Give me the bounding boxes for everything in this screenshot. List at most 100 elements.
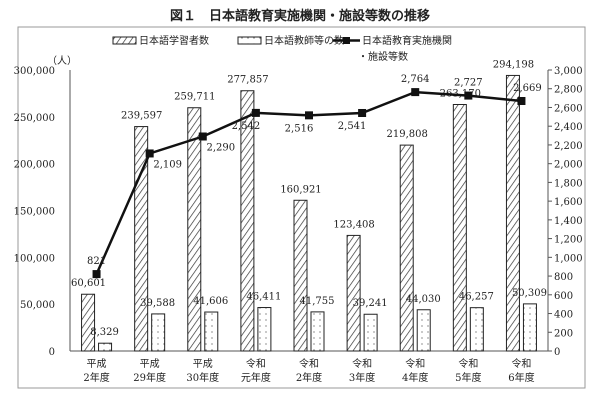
- x-tick-label: 令和: [511, 357, 531, 370]
- chart-title: 図１ 日本語教育実施機関・施設等数の推移: [170, 8, 430, 24]
- right-tick-label: 2,400: [554, 122, 583, 133]
- left-tick-label: 300,000: [14, 66, 55, 77]
- x-tick-label: 平成: [193, 358, 213, 370]
- bar-teachers: [469, 307, 484, 352]
- legend-swatch-learners: [112, 36, 137, 45]
- chart-frame: [17, 26, 586, 389]
- data-label-institutions: 2,669: [513, 83, 542, 94]
- bar-teachers: [257, 307, 272, 352]
- left-axis-unit: （人）: [47, 55, 77, 67]
- data-label-learners: 259,711: [174, 92, 215, 103]
- x-tick-label: 令和: [352, 357, 372, 370]
- data-label-learners: 277,857: [227, 75, 268, 86]
- legend-label-learners: 日本語学習者数: [139, 34, 209, 47]
- left-tick-label: 0: [49, 347, 55, 358]
- bar-teachers: [363, 313, 378, 352]
- x-tick-label: 29年度: [133, 371, 166, 384]
- x-tick-label: 令和: [246, 357, 266, 370]
- right-tick-label: 2,000: [554, 160, 583, 171]
- right-tick-label: 3,000: [554, 66, 583, 77]
- x-tick-label: 元年度: [241, 371, 271, 384]
- data-label-teachers: 41,606: [193, 296, 228, 307]
- data-label-learners: 219,808: [387, 129, 428, 140]
- marker-institutions: [145, 149, 154, 158]
- marker-institutions: [92, 270, 101, 279]
- left-tick-label: 150,000: [14, 207, 55, 218]
- data-label-teachers: 46,411: [246, 292, 281, 303]
- bar-teachers: [310, 311, 325, 352]
- bar-learners: [293, 199, 308, 352]
- bar-teachers: [522, 303, 537, 352]
- marker-institutions: [464, 91, 473, 100]
- data-label-teachers: 41,755: [300, 296, 335, 307]
- bar-teachers: [204, 311, 219, 352]
- right-tick-label: 1,400: [554, 216, 583, 227]
- right-tick-label: 2,800: [554, 85, 583, 96]
- data-label-learners: 123,408: [333, 219, 374, 230]
- data-label-institutions: 2,764: [401, 74, 430, 85]
- bar-learners: [399, 144, 414, 352]
- x-tick-label: 2年度: [83, 371, 109, 384]
- bar-teachers: [98, 342, 113, 352]
- marker-institutions: [358, 108, 367, 117]
- x-tick-label: 平成: [140, 358, 160, 370]
- right-tick-label: 600: [554, 291, 573, 302]
- left-tick-label: 250,000: [14, 113, 55, 124]
- bar-teachers: [151, 313, 166, 352]
- data-label-institutions: 2,109: [153, 159, 182, 170]
- x-tick-label: 令和: [299, 357, 319, 370]
- data-label-teachers: 39,241: [353, 298, 388, 309]
- bar-learners: [452, 103, 467, 352]
- right-tick-label: 0: [554, 347, 560, 358]
- legend-marker-institutions: [343, 37, 350, 44]
- data-label-institutions: 2,516: [285, 123, 314, 134]
- bar-teachers: [416, 309, 431, 352]
- right-tick-label: 2,200: [554, 141, 583, 152]
- legend-label-institutions: ・施設等数: [358, 50, 408, 63]
- data-label-learners: 239,597: [121, 111, 162, 122]
- bar-learners: [505, 74, 520, 352]
- marker-institutions: [411, 88, 420, 97]
- data-label-learners: 60,601: [71, 278, 106, 289]
- bar-learners: [346, 234, 361, 352]
- x-tick-label: 4年度: [402, 371, 428, 384]
- marker-institutions: [305, 111, 313, 120]
- x-tick-label: 令和: [458, 357, 478, 370]
- x-tick-label: 令和: [405, 357, 425, 370]
- legend-swatch-teachers: [237, 36, 262, 45]
- x-tick-label: 3年度: [349, 371, 375, 384]
- x-tick-label: 30年度: [186, 371, 219, 384]
- marker-institutions: [198, 132, 207, 141]
- x-tick-label: 平成: [87, 358, 107, 370]
- bar-learners: [187, 107, 202, 352]
- data-label-institutions: 821: [87, 256, 106, 267]
- data-label-learners: 294,198: [493, 59, 534, 70]
- x-tick-label: 6年度: [508, 371, 534, 384]
- data-label-teachers: 50,309: [512, 288, 547, 299]
- right-tick-label: 400: [554, 310, 573, 321]
- data-label-teachers: 46,257: [459, 292, 494, 303]
- right-tick-label: 200: [554, 328, 573, 339]
- data-label-institutions: 2,541: [338, 121, 367, 132]
- marker-institutions: [517, 97, 526, 106]
- legend-label-institutions: 日本語教育実施機関: [362, 34, 452, 47]
- bar-learners: [240, 90, 255, 352]
- x-tick-label: 5年度: [455, 371, 481, 384]
- data-label-institutions: 2,727: [454, 78, 483, 89]
- data-label-institutions: 2,290: [206, 143, 235, 154]
- right-tick-label: 2,600: [554, 103, 583, 114]
- left-tick-label: 200,000: [14, 160, 55, 171]
- marker-institutions: [251, 108, 260, 117]
- legend-label-teachers: 日本語教師等の数: [264, 34, 344, 47]
- right-tick-label: 1,800: [554, 178, 583, 189]
- left-tick-label: 50,000: [20, 300, 55, 311]
- right-tick-label: 1,200: [554, 235, 583, 246]
- data-label-teachers: 39,588: [140, 298, 175, 309]
- right-tick-label: 1,600: [554, 197, 583, 208]
- x-tick-label: 2年度: [296, 371, 322, 384]
- data-label-institutions: 2,542: [232, 121, 261, 132]
- bar-learners: [81, 293, 96, 352]
- left-tick-label: 100,000: [14, 253, 55, 264]
- right-tick-label: 1,000: [554, 253, 583, 264]
